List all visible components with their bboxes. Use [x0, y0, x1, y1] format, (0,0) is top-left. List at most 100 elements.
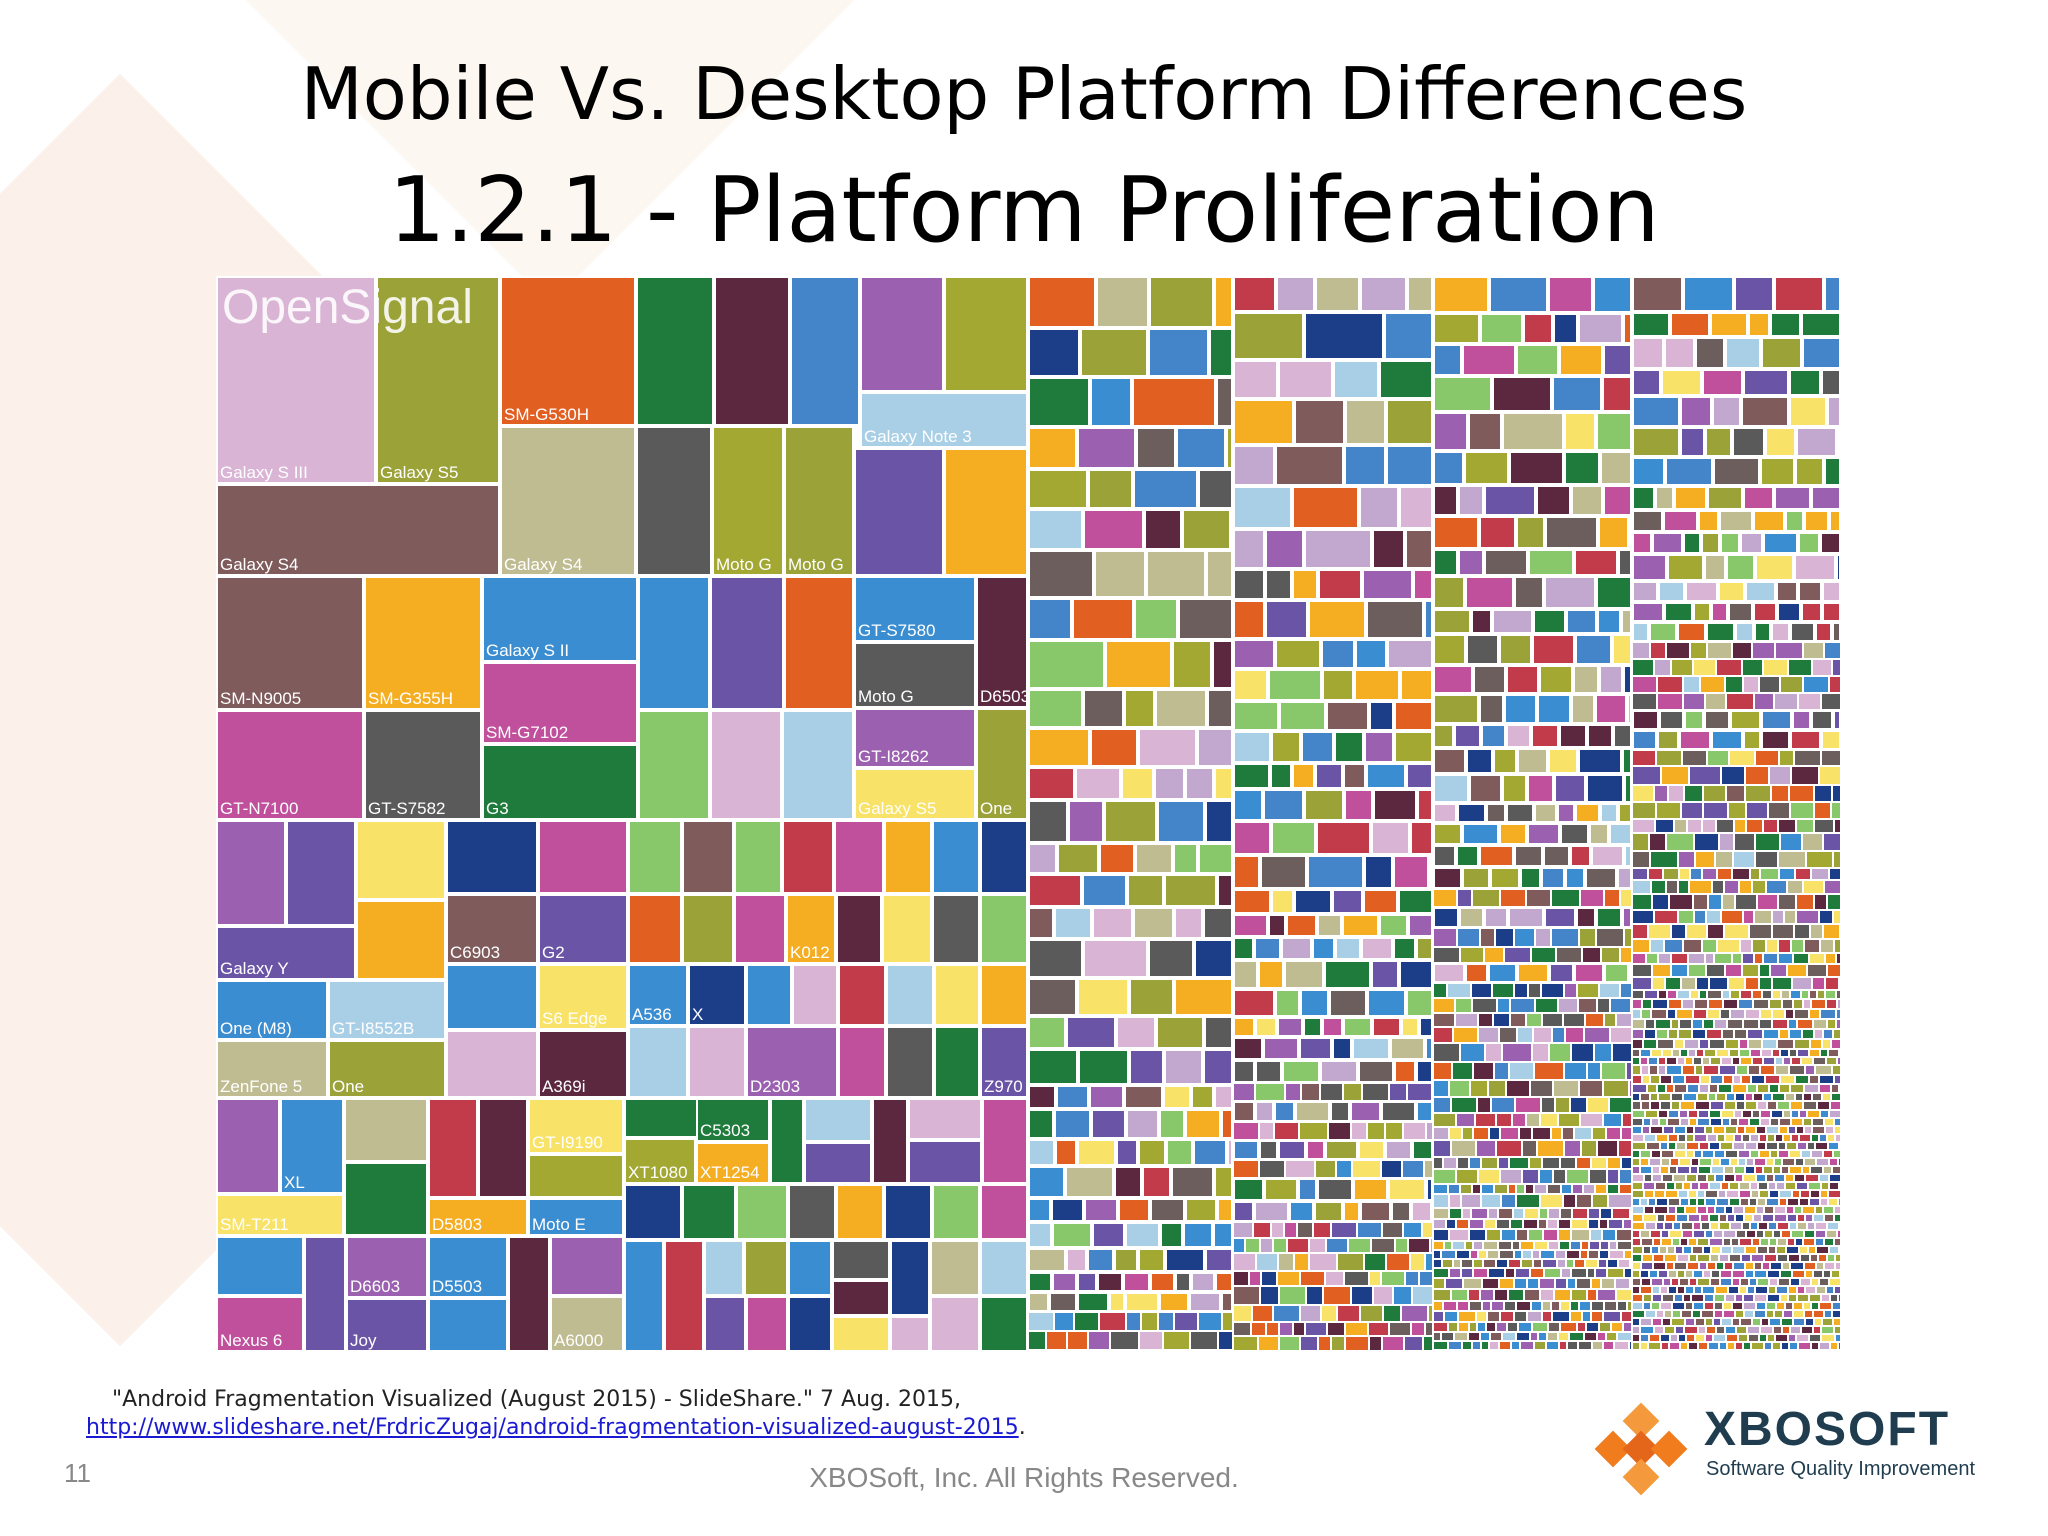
- treemap-tile: [1433, 376, 1492, 412]
- treemap-tile: [1702, 1150, 1714, 1158]
- treemap-tile: [1574, 963, 1604, 983]
- treemap-tile: [1294, 399, 1345, 445]
- treemap-tile: [1074, 1312, 1099, 1331]
- treemap-tile: [1548, 1322, 1560, 1332]
- treemap-tile: [1646, 1142, 1660, 1150]
- treemap-tile: [1710, 1254, 1719, 1262]
- treemap-tile: [1732, 642, 1752, 659]
- treemap-tile: [1585, 1259, 1598, 1268]
- treemap-tile: [1514, 576, 1544, 609]
- treemap-tile: [1671, 1019, 1679, 1029]
- treemap-tile: [1650, 1101, 1660, 1110]
- treemap-tile: [1735, 1310, 1744, 1318]
- treemap-tile: [1684, 785, 1703, 802]
- treemap-tile: [1552, 376, 1602, 412]
- citation-link[interactable]: http://www.slideshare.net/FrdricZugaj/an…: [86, 1415, 1019, 1440]
- treemap-tile: [1685, 581, 1718, 602]
- treemap-tile: [1686, 1134, 1694, 1142]
- treemap-tile: [1433, 748, 1466, 774]
- treemap-tile: [1725, 1134, 1734, 1142]
- treemap-tile: [1054, 1312, 1074, 1331]
- treemap-tile: [1648, 1198, 1656, 1206]
- treemap-tile: [1488, 1208, 1498, 1219]
- treemap-tile: [1535, 928, 1551, 947]
- treemap-tile: [788, 1296, 832, 1352]
- treemap-tile: [1373, 789, 1417, 821]
- treemap-tile: [1571, 1268, 1587, 1278]
- treemap-tile: [1698, 1342, 1708, 1350]
- treemap-tile: [1788, 1334, 1796, 1342]
- treemap-tile: [1282, 1060, 1320, 1083]
- treemap-tile: [1830, 1101, 1841, 1110]
- treemap-tile: [1805, 1174, 1819, 1182]
- treemap-tile: [1834, 1206, 1841, 1214]
- treemap-tile: [1252, 1305, 1273, 1322]
- treemap-tile: [1532, 634, 1575, 665]
- treemap-tile: [1543, 1229, 1558, 1241]
- treemap-tile: [1533, 609, 1566, 634]
- treemap-tile: D5803: [428, 1198, 528, 1236]
- treemap-tile: [1442, 1259, 1453, 1268]
- treemap-tile: [832, 1240, 890, 1280]
- treemap-tile: [1792, 710, 1811, 730]
- treemap-tile: [1676, 1009, 1693, 1019]
- treemap-tile: [1702, 1286, 1715, 1294]
- treemap-tile: [1770, 964, 1787, 977]
- treemap-tile: [1623, 1322, 1632, 1332]
- treemap-tile: [1564, 1062, 1587, 1080]
- treemap-tile: [1150, 1272, 1175, 1292]
- treemap-tile: [1767, 1294, 1780, 1302]
- treemap-tile: [1343, 763, 1366, 789]
- treemap-tile: [1732, 1246, 1745, 1254]
- treemap-tile: [1498, 1208, 1513, 1219]
- treemap-tile: [1778, 1278, 1790, 1286]
- treemap-tile: [1632, 622, 1649, 642]
- treemap-tile: [1745, 785, 1771, 802]
- treemap-tile: [1275, 989, 1300, 1017]
- treemap-tile: [1413, 569, 1433, 600]
- treemap-tile: [1759, 1134, 1767, 1142]
- treemap-tile: [1732, 1318, 1740, 1326]
- treemap-tile: [1822, 602, 1841, 622]
- treemap-tile: [1462, 344, 1516, 376]
- citation: "Android Fragmentation Visualized (Augus…: [86, 1386, 1026, 1442]
- treemap-tile: [1820, 1190, 1828, 1198]
- treemap-tile: [1620, 983, 1632, 998]
- treemap-tile: [1216, 377, 1233, 427]
- treemap-tile: [1666, 1065, 1682, 1075]
- treemap-tile: [1478, 1013, 1493, 1027]
- treemap-tile: [1695, 337, 1725, 369]
- treemap-tile: [1233, 989, 1275, 1017]
- treemap-tile: [1792, 977, 1812, 990]
- treemap-tile: [1694, 1126, 1705, 1134]
- treemap-tile: [1738, 1150, 1750, 1158]
- treemap-tile: [944, 448, 1028, 576]
- treemap-tile: [1514, 1311, 1527, 1322]
- treemap-tile: [1589, 823, 1609, 845]
- treemap-tile: [1554, 774, 1586, 803]
- treemap-tile: [1233, 763, 1270, 789]
- treemap-tile: [1332, 889, 1363, 914]
- treemap-tile: [1682, 750, 1707, 766]
- treemap-tile: [1203, 1049, 1233, 1085]
- treemap-tile: [1623, 1219, 1632, 1229]
- treemap-tile: [1760, 868, 1779, 880]
- treemap-tile: [1766, 939, 1778, 953]
- treemap-tile: [1632, 276, 1683, 312]
- treemap-tile: [1275, 639, 1321, 669]
- treemap-tile: [1461, 1194, 1481, 1208]
- treemap-tile: [1484, 1219, 1496, 1229]
- treemap-tile: [1555, 1097, 1570, 1113]
- treemap-tile: [1824, 1118, 1834, 1126]
- treemap-tile: [1233, 821, 1271, 855]
- treemap-tile: [1610, 1027, 1632, 1043]
- treemap-tile: [1256, 1253, 1278, 1271]
- treemap-tile: [1805, 1318, 1814, 1326]
- treemap-tile: [1395, 1238, 1408, 1253]
- treemap-tile: [1735, 894, 1757, 910]
- treemap-tile: [1593, 276, 1632, 313]
- treemap-tile: [1756, 1206, 1764, 1214]
- treemap-tile: [1233, 600, 1265, 639]
- treemap-tile: [1799, 1110, 1807, 1118]
- logo-tagline: Software Quality Improvement: [1706, 1458, 1975, 1480]
